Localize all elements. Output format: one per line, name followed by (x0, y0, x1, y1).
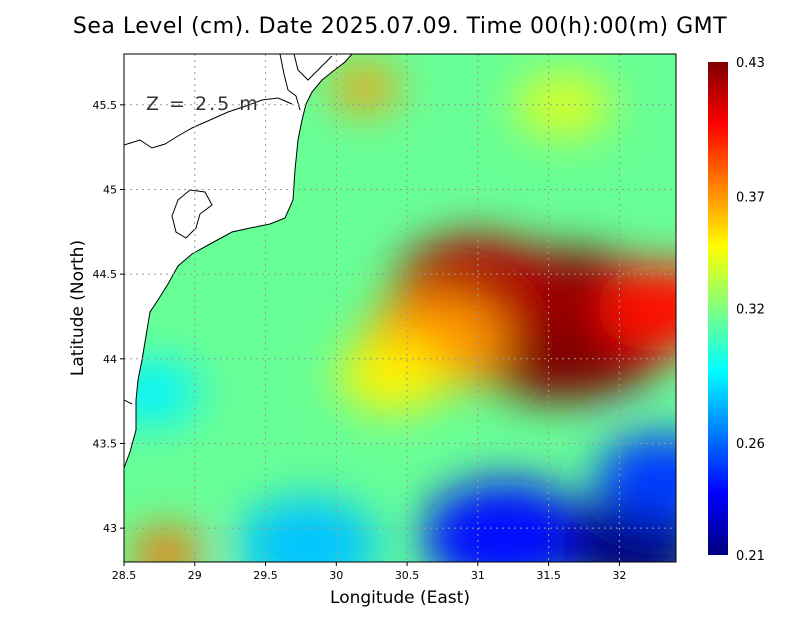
x-axis-label: Longitude (East) (330, 588, 470, 608)
field-anomaly (561, 497, 676, 562)
coastline-inland-lake (124, 97, 293, 149)
x-tick-label: 30.5 (395, 569, 420, 582)
x-tick-label: 29.5 (253, 569, 278, 582)
field-anomaly (595, 433, 676, 522)
depth-annotation: Z = 2.5 m (146, 93, 260, 115)
colorbar-tick-label: 0.32 (736, 303, 765, 318)
x-axis-ticks: 28.5 29 29.5 30 30.5 31 31.5 32 (112, 562, 626, 582)
plot-frame (123, 53, 677, 563)
colorbar (708, 62, 728, 555)
x-tick-label: 31 (471, 569, 485, 582)
y-tick-label: 44 (103, 353, 117, 366)
x-tick-label: 28.5 (112, 569, 137, 582)
y-tick-label: 43.5 (93, 437, 118, 450)
field-anomaly (595, 264, 676, 352)
x-tick-label: 32 (612, 569, 626, 582)
field-anomaly (124, 360, 201, 425)
coastline-cape (124, 399, 133, 405)
y-axis-label: Latitude (North) (68, 239, 88, 377)
colorbar-tick-label: 0.43 (736, 56, 765, 71)
y-axis-ticks: 43 43.5 44 44.5 45 45.5 (93, 99, 124, 535)
chart-title: Sea Level (cm). Date 2025.07.09. Time 00… (72, 14, 728, 39)
field-anomaly (331, 65, 399, 111)
x-tick-label: 31.5 (536, 569, 561, 582)
y-tick-label: 45 (103, 183, 117, 196)
y-tick-label: 43 (103, 522, 117, 535)
colorbar-tick-label: 0.26 (736, 437, 765, 452)
field-anomaly (422, 480, 591, 562)
coastline-delta (293, 54, 333, 81)
colorbar-ticks: 0.43 0.37 0.32 0.26 0.21 (736, 56, 765, 564)
coastline-estuary (279, 54, 301, 111)
coastline (124, 54, 353, 469)
field-anomaly (236, 497, 380, 562)
y-tick-label: 44.5 (93, 268, 118, 281)
coastline-lagoon (171, 189, 213, 239)
y-tick-label: 45.5 (93, 99, 118, 112)
colorbar-tick-label: 0.37 (736, 190, 765, 205)
field-anomaly (338, 339, 447, 412)
grid-lines (124, 54, 676, 562)
colorbar-tick-label: 0.21 (736, 549, 765, 564)
x-tick-label: 30 (329, 569, 343, 582)
field-anomaly (130, 529, 203, 562)
x-tick-label: 29 (188, 569, 202, 582)
